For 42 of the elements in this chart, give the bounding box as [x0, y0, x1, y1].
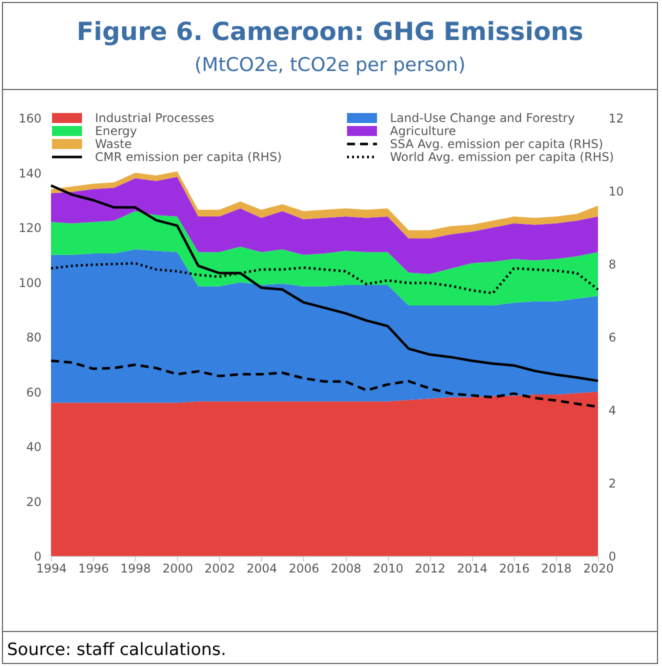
x-tick-label: 1994 [36, 562, 67, 576]
y-tick-label: 80 [26, 330, 42, 344]
x-tick-label: 2004 [246, 562, 278, 576]
source-note: Source: staff calculations. [3, 631, 657, 663]
legend-label: Agriculture [390, 124, 456, 138]
y2-tick-label: 4 [608, 404, 616, 418]
y-tick-label: 0 [34, 550, 42, 564]
x-tick-label: 2008 [330, 562, 362, 576]
line-series [50, 184, 600, 382]
x-tick-label: 1998 [120, 562, 151, 576]
legend-label: Land-Use Change and Forestry [390, 111, 575, 125]
legend-label: Industrial Processes [95, 111, 214, 125]
y2-tick-label: 10 [608, 184, 624, 198]
y2-tick-label: 12 [608, 112, 624, 126]
y-tick-label: 40 [26, 440, 42, 454]
x-tick-label: 2014 [456, 562, 488, 576]
y-tick-label: 140 [18, 166, 42, 180]
y2-tick-label: 2 [608, 476, 616, 490]
y-tick-label: 120 [18, 221, 42, 235]
x-tick-label: 2016 [499, 562, 530, 576]
chart-subtitle: (MtCO2e, tCO2e per person) [194, 54, 466, 76]
x-tick-label: 2020 [583, 562, 614, 576]
x-tick-label: 2018 [541, 562, 572, 576]
x-tick-label: 2010 [372, 562, 404, 576]
y2-tick-label: 0 [608, 550, 616, 564]
y-tick-label: 20 [26, 494, 42, 509]
legend-label: CMR emission per capita (RHS) [95, 150, 282, 164]
x-tick-label: 2000 [162, 562, 194, 576]
legend-label: World Avg. emission per capita (RHS) [390, 150, 614, 164]
chart-title: Figure 6. Cameroon: GHG Emissions [76, 16, 584, 46]
y2-tick-label: 8 [608, 258, 616, 272]
y-tick-label: 100 [18, 276, 42, 290]
y-tick-label: 160 [18, 112, 42, 126]
x-tick-label: 2006 [288, 562, 320, 576]
y2-tick-label: 6 [608, 330, 616, 344]
x-tick-label: 2002 [204, 562, 236, 576]
legend-label: SSA Avg. emission per capita (RHS) [390, 137, 604, 151]
y-tick-label: 60 [26, 385, 42, 400]
x-tick-label: 1996 [78, 562, 109, 576]
legend-label: Waste [95, 137, 132, 151]
x-tick-label: 2012 [414, 562, 446, 576]
legend-label: Energy [95, 124, 138, 138]
